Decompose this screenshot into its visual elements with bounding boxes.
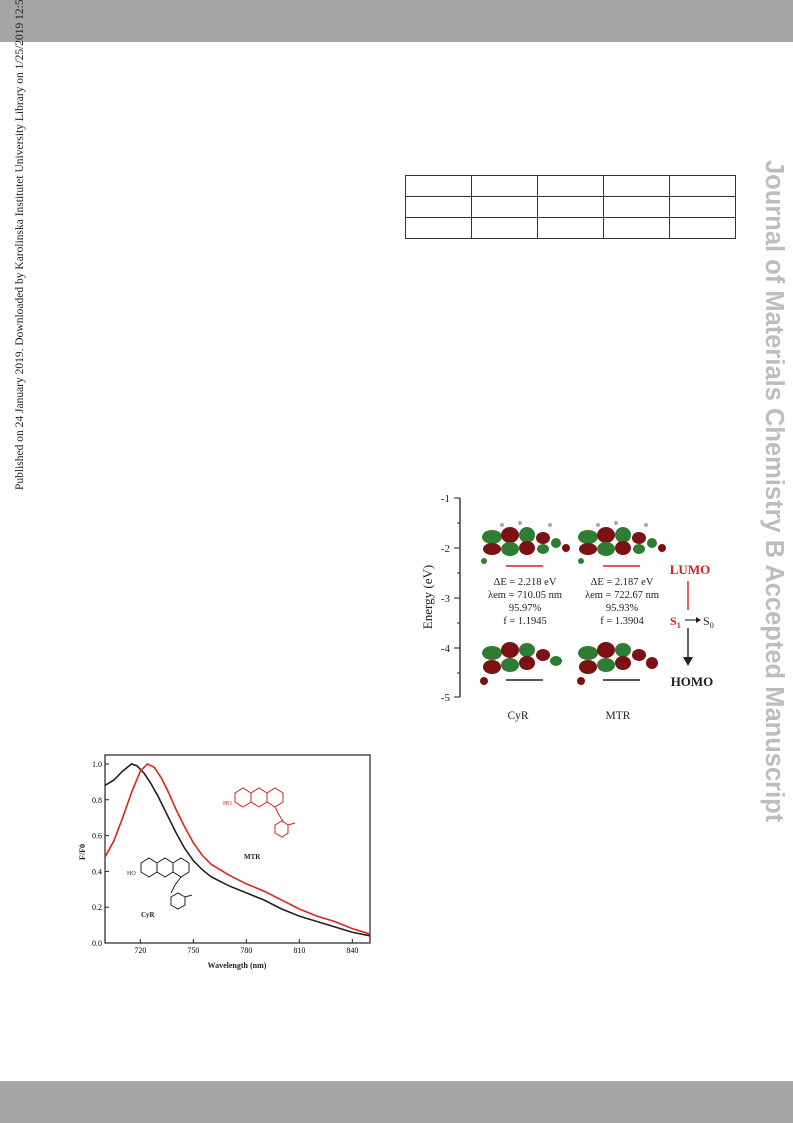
- ytick-label: -2: [441, 543, 450, 555]
- homo-orbital-cyr: [480, 642, 562, 685]
- ytick-label: -1: [441, 493, 450, 505]
- data-table: [405, 175, 736, 239]
- cyr-delta-e: ΔE = 2.218 eV: [494, 577, 557, 588]
- mtr-structure: [234, 787, 296, 838]
- ytick-label: -4: [441, 643, 451, 655]
- table-row: [405, 196, 736, 218]
- lumo-orbital-cyr: [481, 521, 570, 564]
- mtr-lambda-em: λem = 722.67 nm: [585, 590, 659, 601]
- energy-diagram: -1 -2 -3 -4 -5 Energy (eV): [420, 493, 714, 722]
- y-tick-label: 0.0: [92, 939, 102, 948]
- published-note: Published on 24 January 2019. Downloaded…: [14, 0, 26, 490]
- plot-frame: [104, 754, 371, 944]
- table-row: [405, 175, 736, 197]
- lumo-label: LUMO: [670, 562, 710, 577]
- emission-spectrum-chart: 720 750 780 810 840 0.0 0.2 0.4 0.6 0.8 1.0 Wavel…: [78, 754, 371, 970]
- y-tick-label: 1.0: [92, 760, 102, 769]
- energy-axis-label: Energy (eV): [420, 565, 435, 629]
- svg-text:S0: S0: [703, 614, 714, 630]
- x-tick-label: 720: [134, 946, 146, 955]
- cyr-annotation: CyR: [141, 911, 156, 919]
- mtr-percent: 95.93%: [606, 603, 639, 614]
- cyr-structure-ho: HO: [127, 871, 136, 877]
- column-label-mtr: MTR: [606, 710, 631, 722]
- y-tick-label: 0.6: [92, 832, 102, 841]
- homo-label: HOMO: [671, 674, 714, 689]
- s0-label: S: [703, 614, 710, 628]
- top-banner: [0, 0, 793, 42]
- y-tick-label: 0.4: [92, 867, 102, 876]
- homo-orbital-mtr: [577, 642, 658, 685]
- y-tick-label: 0.2: [92, 903, 102, 912]
- x-tick-label: 780: [240, 946, 252, 955]
- mtr-f-value: f = 1.3904: [600, 616, 644, 627]
- s1-subscript: 1: [677, 621, 681, 630]
- svg-text:S1: S1: [670, 614, 681, 630]
- mtr-annotation: MTR: [244, 853, 261, 861]
- bottom-banner: [0, 1081, 793, 1123]
- cyr-f-value: f = 1.1945: [503, 616, 547, 627]
- mtr-delta-e: ΔE = 2.187 eV: [591, 577, 654, 588]
- ytick-label: -5: [441, 692, 451, 704]
- y-tick-label: 0.8: [92, 796, 102, 805]
- lumo-orbital-mtr: [578, 521, 666, 564]
- s0-subscript: 0: [710, 621, 714, 630]
- table-row: [405, 217, 736, 239]
- x-tick-label: 810: [293, 946, 305, 955]
- y-axis-label: F/F0: [78, 844, 87, 860]
- x-axis-label: Wavelength (nm): [208, 961, 267, 970]
- series-line-red: [104, 762, 371, 935]
- cyr-percent: 95.97%: [509, 603, 542, 614]
- x-tick-label: 840: [346, 946, 358, 955]
- ytick-label: -3: [441, 593, 451, 605]
- cyr-structure: [140, 857, 193, 910]
- x-tick-label: 750: [187, 946, 199, 955]
- column-label-cyr: CyR: [507, 710, 528, 722]
- journal-watermark: Journal of Materials Chemistry B Accepte…: [760, 160, 788, 823]
- series-line-black: [104, 763, 371, 937]
- energy-axis-ticks: [454, 497, 460, 698]
- cyr-lambda-em: λem = 710.05 nm: [488, 590, 562, 601]
- mtr-structure-ho: HO: [223, 801, 232, 807]
- s1-label: S: [670, 614, 677, 628]
